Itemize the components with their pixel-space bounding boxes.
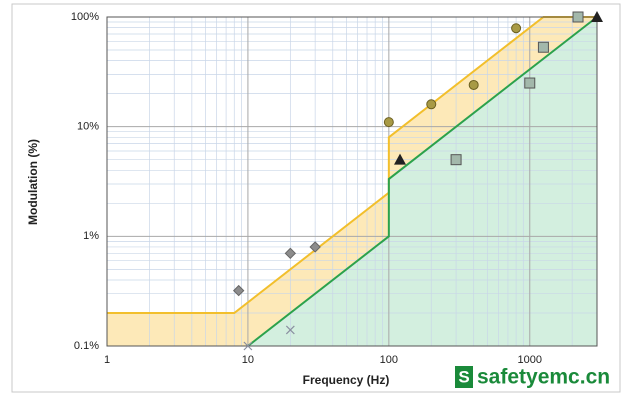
limit-line: [247, 16, 598, 347]
circle-point: [468, 79, 479, 90]
y-tick-label: 1%: [83, 230, 99, 242]
circle-point: [383, 117, 394, 128]
x-tick-label: 1: [104, 354, 110, 366]
cross-point: [243, 341, 253, 351]
circle-point: [511, 23, 522, 34]
diamond-point: [309, 241, 321, 253]
plot-area: [106, 11, 603, 351]
x-tick-label: 100: [380, 354, 398, 366]
y-tick-label: 0.1%: [74, 340, 99, 352]
y-axis-label: Modulation (%): [26, 139, 40, 225]
triangle-point: [591, 11, 603, 22]
plot-frame: [106, 16, 598, 347]
x-tick-label: 10: [242, 354, 254, 366]
cross-point: [285, 325, 295, 335]
circle-point: [426, 99, 437, 110]
y-tick-label: 10%: [77, 121, 99, 133]
watermark-icon-bg: [455, 366, 473, 388]
square-point: [450, 154, 462, 166]
watermark-icon: S: [458, 367, 469, 386]
watermark-text: safetyemc.cn: [477, 366, 610, 389]
triangle-point: [394, 153, 407, 165]
square-point: [572, 11, 584, 23]
square-point: [524, 77, 536, 89]
y-tick-label: 100%: [71, 11, 99, 23]
x-axis-label: Frequency (Hz): [303, 373, 390, 387]
diamond-point: [284, 247, 297, 260]
x-tick-label: 1000: [518, 354, 542, 366]
diamond-point: [232, 284, 245, 297]
region-fill: [247, 17, 597, 346]
square-point: [537, 41, 549, 53]
